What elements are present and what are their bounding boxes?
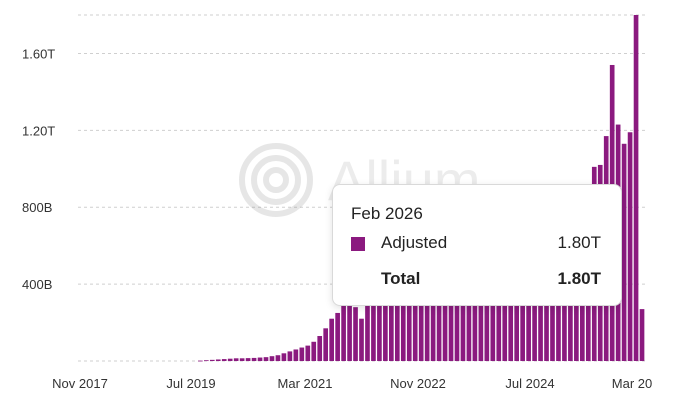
bar[interactable] xyxy=(478,303,484,361)
bar[interactable] xyxy=(568,303,573,361)
bar[interactable] xyxy=(490,301,496,361)
bar[interactable] xyxy=(347,268,352,361)
bar[interactable] xyxy=(502,297,508,361)
bar[interactable] xyxy=(514,301,520,361)
bar[interactable] xyxy=(329,318,334,361)
bar[interactable] xyxy=(299,347,305,361)
bar[interactable] xyxy=(460,297,466,361)
bar[interactable] xyxy=(293,349,299,361)
x-tick-label: Jul 2019 xyxy=(166,376,215,391)
tooltip-row-adjusted: Adjusted 1.80T xyxy=(351,233,601,257)
series-swatch-icon xyxy=(351,237,365,251)
tooltip-row-total: Total 1.80T xyxy=(351,269,601,293)
bar[interactable] xyxy=(359,318,364,361)
watermark-rings-icon xyxy=(239,143,313,217)
y-axis-tick-labels: 400B 800B 1.20T 1.60T xyxy=(22,46,55,292)
bar[interactable] xyxy=(245,358,251,361)
tooltip-series-value: 1.80T xyxy=(557,233,601,252)
bar[interactable] xyxy=(442,299,448,361)
x-axis-tick-labels: Nov 2017 Jul 2019 Mar 2021 Nov 2022 Jul 2024… xyxy=(52,376,652,391)
x-tick-label: Mar 20 xyxy=(612,376,652,391)
bar[interactable] xyxy=(233,358,239,361)
bar[interactable] xyxy=(365,303,370,361)
bar[interactable] xyxy=(406,305,412,361)
x-tick-label: Nov 2022 xyxy=(390,376,446,391)
y-tick-label: 400B xyxy=(22,277,52,292)
bar[interactable] xyxy=(436,303,442,361)
bar[interactable] xyxy=(311,341,317,361)
bar[interactable] xyxy=(454,303,460,361)
bar[interactable] xyxy=(544,303,549,361)
bar[interactable] xyxy=(550,297,555,361)
bar[interactable] xyxy=(198,360,203,362)
bar[interactable] xyxy=(281,353,287,361)
bar[interactable] xyxy=(430,297,436,361)
bar[interactable] xyxy=(585,301,591,361)
bar[interactable] xyxy=(203,360,209,362)
bar[interactable] xyxy=(466,301,472,361)
y-tick-label: 800B xyxy=(22,200,52,215)
bar[interactable] xyxy=(448,297,454,361)
bar[interactable] xyxy=(209,359,215,361)
bar[interactable] xyxy=(275,355,281,361)
y-tick-label: 1.20T xyxy=(22,123,55,138)
bar[interactable] xyxy=(418,301,424,361)
x-tick-label: Mar 2021 xyxy=(278,376,333,391)
bar[interactable] xyxy=(496,303,502,361)
bar[interactable] xyxy=(353,307,358,361)
bar[interactable] xyxy=(574,297,579,361)
bar[interactable] xyxy=(335,312,340,361)
bar[interactable] xyxy=(627,132,633,361)
bar[interactable] xyxy=(484,299,490,361)
bar[interactable] xyxy=(538,301,543,361)
chart-tooltip: Feb 2026 Adjusted 1.80T Total 1.80T xyxy=(332,184,622,306)
bar[interactable] xyxy=(251,357,257,361)
x-tick-label: Nov 2017 xyxy=(52,376,108,391)
bar[interactable] xyxy=(472,299,478,361)
bar[interactable] xyxy=(424,299,430,361)
bar[interactable] xyxy=(221,359,227,361)
bar[interactable] xyxy=(263,357,269,361)
bar[interactable] xyxy=(526,297,531,361)
bar[interactable] xyxy=(621,143,627,361)
bar[interactable] xyxy=(556,299,561,361)
bar[interactable] xyxy=(257,357,263,361)
bar[interactable] xyxy=(520,303,525,361)
bar[interactable] xyxy=(412,303,418,361)
tooltip-total-value: 1.80T xyxy=(557,269,601,288)
bar[interactable] xyxy=(633,15,639,361)
bar[interactable] xyxy=(215,359,221,361)
tooltip-series-label: Adjusted xyxy=(381,233,448,252)
bar[interactable] xyxy=(394,287,400,361)
bar[interactable] xyxy=(580,299,585,361)
bar[interactable] xyxy=(305,345,311,361)
bar[interactable] xyxy=(371,297,376,361)
bar[interactable] xyxy=(383,291,388,361)
bar[interactable] xyxy=(508,299,514,361)
bar[interactable] xyxy=(562,301,567,361)
y-tick-label: 1.60T xyxy=(22,46,55,61)
bar[interactable] xyxy=(317,336,323,361)
bar[interactable] xyxy=(341,299,346,361)
bar[interactable] xyxy=(389,289,394,361)
bar[interactable] xyxy=(227,358,233,361)
bar[interactable] xyxy=(323,328,329,361)
tooltip-total-label: Total xyxy=(381,269,421,288)
bar[interactable] xyxy=(400,291,406,361)
bar[interactable] xyxy=(639,309,645,361)
bar[interactable] xyxy=(287,351,293,361)
bar[interactable] xyxy=(269,356,275,361)
bar[interactable] xyxy=(532,299,537,361)
bar[interactable] xyxy=(239,358,245,361)
x-tick-label: Jul 2024 xyxy=(505,376,554,391)
bar[interactable] xyxy=(377,295,382,361)
tooltip-title: Feb 2026 xyxy=(351,204,423,223)
